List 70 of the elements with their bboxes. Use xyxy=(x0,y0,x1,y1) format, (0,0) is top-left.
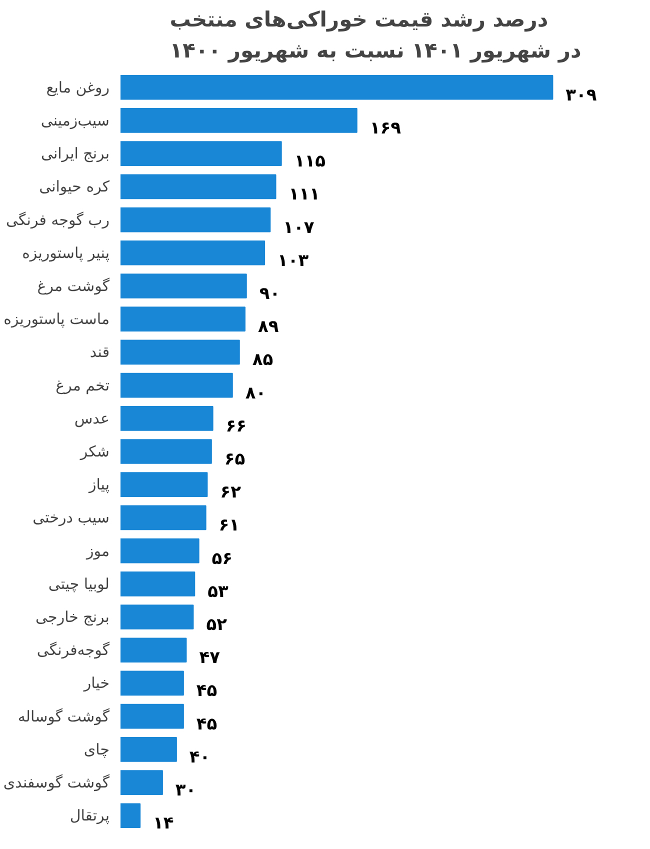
y-tick-label: برنج خارجی xyxy=(36,608,110,626)
y-tick-label: قند xyxy=(90,343,110,362)
y-tick-label: تخم مرغ xyxy=(56,376,110,394)
data-label: ۵۳ xyxy=(208,582,229,602)
bar xyxy=(120,803,141,828)
bar xyxy=(120,108,358,133)
y-tick-label: سیب درختی xyxy=(32,508,110,527)
bar xyxy=(120,141,282,166)
bar xyxy=(120,538,200,564)
y-tick-label: پرتقال xyxy=(70,806,110,825)
data-label: ۴۷ xyxy=(199,648,221,668)
y-tick-label: پنیر پاستوریزه xyxy=(22,244,110,262)
bar xyxy=(120,638,187,663)
bar xyxy=(120,571,196,596)
bar xyxy=(120,439,212,464)
data-label: ۸۰ xyxy=(245,383,266,404)
bar xyxy=(120,505,206,530)
bar xyxy=(120,74,554,100)
y-tick-label: برنج ایرانی xyxy=(40,144,110,163)
data-label: ۶۵ xyxy=(224,450,246,470)
data-label: ۹۰ xyxy=(259,284,280,304)
bar xyxy=(120,207,271,232)
y-tick-label: لوبیا چیتی xyxy=(48,574,110,593)
bar xyxy=(120,670,184,696)
data-label: ۱۴ xyxy=(153,814,174,834)
bar xyxy=(120,770,163,795)
y-tick-label: رب گوجه فرنگی xyxy=(6,210,110,229)
bar xyxy=(120,704,184,729)
bar xyxy=(120,274,247,298)
bar xyxy=(120,306,246,332)
data-label: ۱۰۷ xyxy=(283,218,315,238)
y-tick-label: پیاز xyxy=(88,476,110,494)
data-label: ۴۵ xyxy=(196,681,218,702)
y-tick-label: گوشت مرغ xyxy=(37,276,110,295)
data-label: ۴۵ xyxy=(196,714,218,734)
data-label: ۸۹ xyxy=(258,317,280,338)
y-tick-label: چای xyxy=(84,740,110,758)
bar xyxy=(120,240,266,266)
y-tick-label: شکر xyxy=(79,442,110,460)
bar xyxy=(120,604,194,630)
data-label: ۱۶۹ xyxy=(370,118,402,138)
y-tick-label: موز xyxy=(85,542,110,560)
chart-title: درصد رشد قیمت خوراکی‌های منتخب در شهریور ۱۴۰۱ نسبت به شهریور ۱۴۰۰ xyxy=(170,7,582,64)
y-tick-label: سیب‌زمینی xyxy=(40,111,110,130)
bar xyxy=(120,737,177,762)
data-label: ۱۱۱ xyxy=(288,184,320,205)
data-label: ۵۲ xyxy=(206,615,228,636)
y-tick-label: عدس xyxy=(74,409,110,428)
data-label: ۶۱ xyxy=(218,516,240,536)
y-tick-label: گوجه‌فرنگی xyxy=(36,641,110,660)
y-tick-label: ماست پاستوریزه xyxy=(4,310,110,328)
y-tick-label: گوشت گوسفندی xyxy=(3,774,110,792)
data-label: ۱۰۳ xyxy=(278,250,310,271)
data-label: ۵۶ xyxy=(212,548,233,569)
bar xyxy=(120,174,276,200)
y-tick-label: روغن مایع xyxy=(46,78,110,96)
y-tick-label: گوشت گوساله xyxy=(18,707,110,726)
bar xyxy=(120,340,240,365)
bar xyxy=(120,472,208,498)
data-label: ۱۱۵ xyxy=(294,152,326,172)
bar xyxy=(120,372,233,398)
data-label: ۸۵ xyxy=(252,350,274,370)
bar xyxy=(120,406,214,431)
data-label: ۴۰ xyxy=(189,747,210,768)
data-label: ۳۰ xyxy=(175,780,196,801)
data-label: ۳۰۹ xyxy=(566,85,598,106)
y-tick-label: کره حیوانی xyxy=(39,178,110,196)
y-tick-label: خیار xyxy=(82,674,110,692)
data-label: ۶۲ xyxy=(220,482,242,503)
data-label: ۶۶ xyxy=(226,416,247,436)
